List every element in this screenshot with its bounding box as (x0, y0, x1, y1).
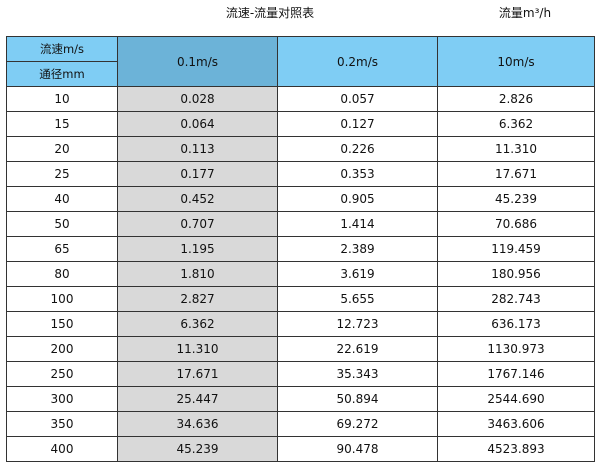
flow-cell: 0.064 (117, 111, 278, 137)
flow-cell: 17.671 (117, 361, 278, 387)
diameter-cell: 250 (6, 361, 118, 387)
table-row: 15 0.064 0.127 6.362 (6, 111, 595, 137)
column-header: 10m/s (437, 36, 595, 87)
diameter-cell: 80 (6, 261, 118, 287)
diameter-cell: 100 (6, 286, 118, 312)
flow-cell: 0.707 (117, 211, 278, 237)
flow-cell: 11.310 (437, 136, 595, 162)
flow-cell: 2.389 (277, 236, 438, 262)
flow-cell: 1130.973 (437, 336, 595, 362)
flow-cell: 0.905 (277, 186, 438, 212)
diameter-cell: 65 (6, 236, 118, 262)
flow-cell: 6.362 (437, 111, 595, 137)
flow-cell: 2.826 (437, 86, 595, 112)
flow-cell: 180.956 (437, 261, 595, 287)
table-row: 100 2.827 5.655 282.743 (6, 286, 595, 312)
flow-cell: 2.827 (117, 286, 278, 312)
diameter-header: 通径mm (6, 61, 118, 87)
diameter-cell: 40 (6, 186, 118, 212)
table-row: 80 1.810 3.619 180.956 (6, 261, 595, 287)
table-row: 25 0.177 0.353 17.671 (6, 161, 595, 187)
flow-cell: 0.177 (117, 161, 278, 187)
table-row: 300 25.447 50.894 2544.690 (6, 386, 595, 412)
flow-cell: 2544.690 (437, 386, 595, 412)
table-row: 200 11.310 22.619 1130.973 (6, 336, 595, 362)
flow-cell: 45.239 (437, 186, 595, 212)
diameter-cell: 150 (6, 311, 118, 337)
flow-cell: 70.686 (437, 211, 595, 237)
table-row: 40 0.452 0.905 45.239 (6, 186, 595, 212)
unit-label: 流量m³/h (498, 6, 552, 20)
velocity-flow-table: 流速m/s 0.1m/s 0.2m/s 10m/s 通径mm 10 0.028 0.… (6, 36, 595, 462)
table-row: 10 0.028 0.057 2.826 (6, 86, 595, 112)
flow-cell: 34.636 (117, 411, 278, 437)
diameter-cell: 10 (6, 86, 118, 112)
flow-cell: 90.478 (277, 436, 438, 462)
column-header: 0.1m/s (117, 36, 278, 87)
diameter-cell: 15 (6, 111, 118, 137)
flow-cell: 282.743 (437, 286, 595, 312)
flow-cell: 4523.893 (437, 436, 595, 462)
table-row: 20 0.113 0.226 11.310 (6, 136, 595, 162)
flow-cell: 6.362 (117, 311, 278, 337)
flow-cell: 3.619 (277, 261, 438, 287)
flow-cell: 1.810 (117, 261, 278, 287)
flow-cell: 5.655 (277, 286, 438, 312)
flow-cell: 0.452 (117, 186, 278, 212)
flow-cell: 1.414 (277, 211, 438, 237)
table-row: 250 17.671 35.343 1767.146 (6, 361, 595, 387)
flow-cell: 0.028 (117, 86, 278, 112)
table-row: 350 34.636 69.272 3463.606 (6, 411, 595, 437)
diameter-cell: 20 (6, 136, 118, 162)
flow-cell: 69.272 (277, 411, 438, 437)
diameter-cell: 300 (6, 386, 118, 412)
table-row: 50 0.707 1.414 70.686 (6, 211, 595, 237)
flow-cell: 0.353 (277, 161, 438, 187)
flow-cell: 11.310 (117, 336, 278, 362)
flow-cell: 22.619 (277, 336, 438, 362)
diameter-cell: 350 (6, 411, 118, 437)
column-header: 0.2m/s (277, 36, 438, 87)
diameter-cell: 400 (6, 436, 118, 462)
flow-cell: 0.226 (277, 136, 438, 162)
flow-cell: 3463.606 (437, 411, 595, 437)
table-row: 65 1.195 2.389 119.459 (6, 236, 595, 262)
flow-cell: 25.447 (117, 386, 278, 412)
flow-cell: 1767.146 (437, 361, 595, 387)
diameter-cell: 50 (6, 211, 118, 237)
velocity-header: 流速m/s (6, 36, 118, 62)
diameter-cell: 25 (6, 161, 118, 187)
flow-cell: 17.671 (437, 161, 595, 187)
table-title: 流速-流量对照表 (225, 6, 315, 20)
flow-cell: 636.173 (437, 311, 595, 337)
flow-cell: 119.459 (437, 236, 595, 262)
flow-cell: 0.113 (117, 136, 278, 162)
flow-cell: 45.239 (117, 436, 278, 462)
flow-cell: 0.127 (277, 111, 438, 137)
flow-cell: 35.343 (277, 361, 438, 387)
flow-cell: 50.894 (277, 386, 438, 412)
flow-cell: 1.195 (117, 236, 278, 262)
flow-cell: 12.723 (277, 311, 438, 337)
table-row: 400 45.239 90.478 4523.893 (6, 436, 595, 462)
diameter-cell: 200 (6, 336, 118, 362)
flow-cell: 0.057 (277, 86, 438, 112)
table-row: 150 6.362 12.723 636.173 (6, 311, 595, 337)
